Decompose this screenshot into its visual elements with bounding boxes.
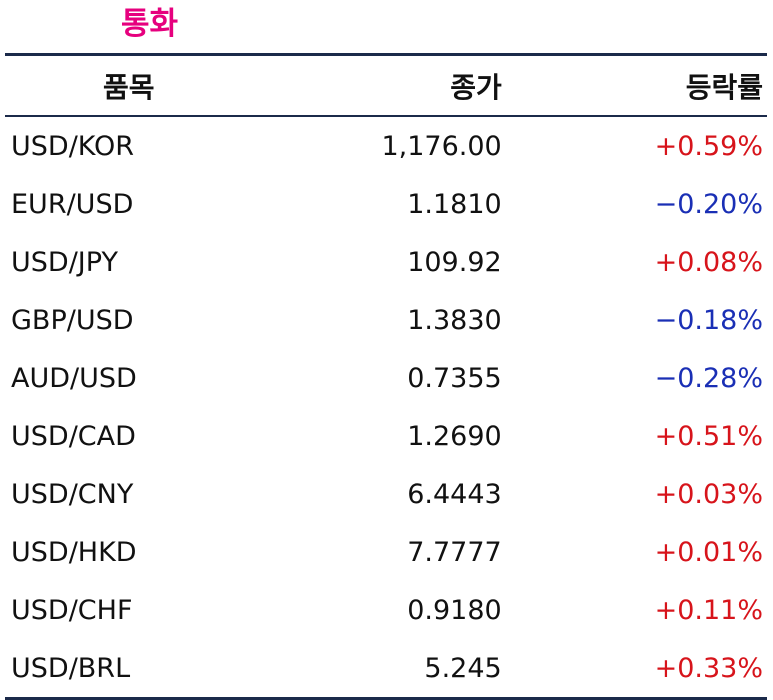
header-close: 종가 <box>450 70 502 104</box>
row-item: USD/KOR <box>11 130 135 162</box>
table-row: USD/BRL 5.245 +0.33% <box>5 639 767 697</box>
row-item: USD/HKD <box>11 536 137 568</box>
header-change: 등락률 <box>685 70 763 104</box>
table-row: GBP/USD 1.3830 −0.18% <box>5 291 767 349</box>
table-row: USD/CAD 1.2690 +0.51% <box>5 407 767 465</box>
row-change: −0.28% <box>654 362 763 394</box>
row-item: USD/CHF <box>11 594 133 626</box>
table-row: USD/CNY 6.4443 +0.03% <box>5 465 767 523</box>
row-close: 0.9180 <box>407 594 502 626</box>
row-change: +0.59% <box>654 130 763 162</box>
row-item: USD/JPY <box>11 246 118 278</box>
row-close: 1.2690 <box>407 420 502 452</box>
table-row: EUR/USD 1.1810 −0.20% <box>5 175 767 233</box>
row-close: 1.1810 <box>407 188 502 220</box>
table-row: USD/KOR 1,176.00 +0.59% <box>5 117 767 175</box>
row-close: 7.7777 <box>407 536 502 568</box>
row-close: 0.7355 <box>407 362 502 394</box>
table-header: 품목 종가 등락률 <box>5 56 767 117</box>
table-row: USD/HKD 7.7777 +0.01% <box>5 523 767 581</box>
row-change: +0.01% <box>654 536 763 568</box>
row-change: +0.51% <box>654 420 763 452</box>
row-change: +0.33% <box>654 652 763 684</box>
table-body: USD/KOR 1,176.00 +0.59% EUR/USD 1.1810 −… <box>5 117 767 697</box>
row-change: −0.20% <box>654 188 763 220</box>
row-change: +0.08% <box>654 246 763 278</box>
page-title: 통화 <box>121 6 179 42</box>
row-change: +0.03% <box>654 478 763 510</box>
header-item: 품목 <box>103 70 155 104</box>
row-change: −0.18% <box>654 304 763 336</box>
row-item: USD/BRL <box>11 652 131 684</box>
currency-table: 품목 종가 등락률 USD/KOR 1,176.00 +0.59% EUR/US… <box>5 53 767 700</box>
row-item: EUR/USD <box>11 188 134 220</box>
row-close: 109.92 <box>407 246 502 278</box>
row-item: USD/CAD <box>11 420 136 452</box>
row-close: 6.4443 <box>407 478 502 510</box>
row-item: GBP/USD <box>11 304 134 336</box>
row-item: USD/CNY <box>11 478 134 510</box>
row-close: 5.245 <box>424 652 502 684</box>
row-close: 1.3830 <box>407 304 502 336</box>
row-item: AUD/USD <box>11 362 137 394</box>
table-row: USD/CHF 0.9180 +0.11% <box>5 581 767 639</box>
row-close: 1,176.00 <box>381 130 502 162</box>
table-row: AUD/USD 0.7355 −0.28% <box>5 349 767 407</box>
table-row: USD/JPY 109.92 +0.08% <box>5 233 767 291</box>
row-change: +0.11% <box>654 594 763 626</box>
